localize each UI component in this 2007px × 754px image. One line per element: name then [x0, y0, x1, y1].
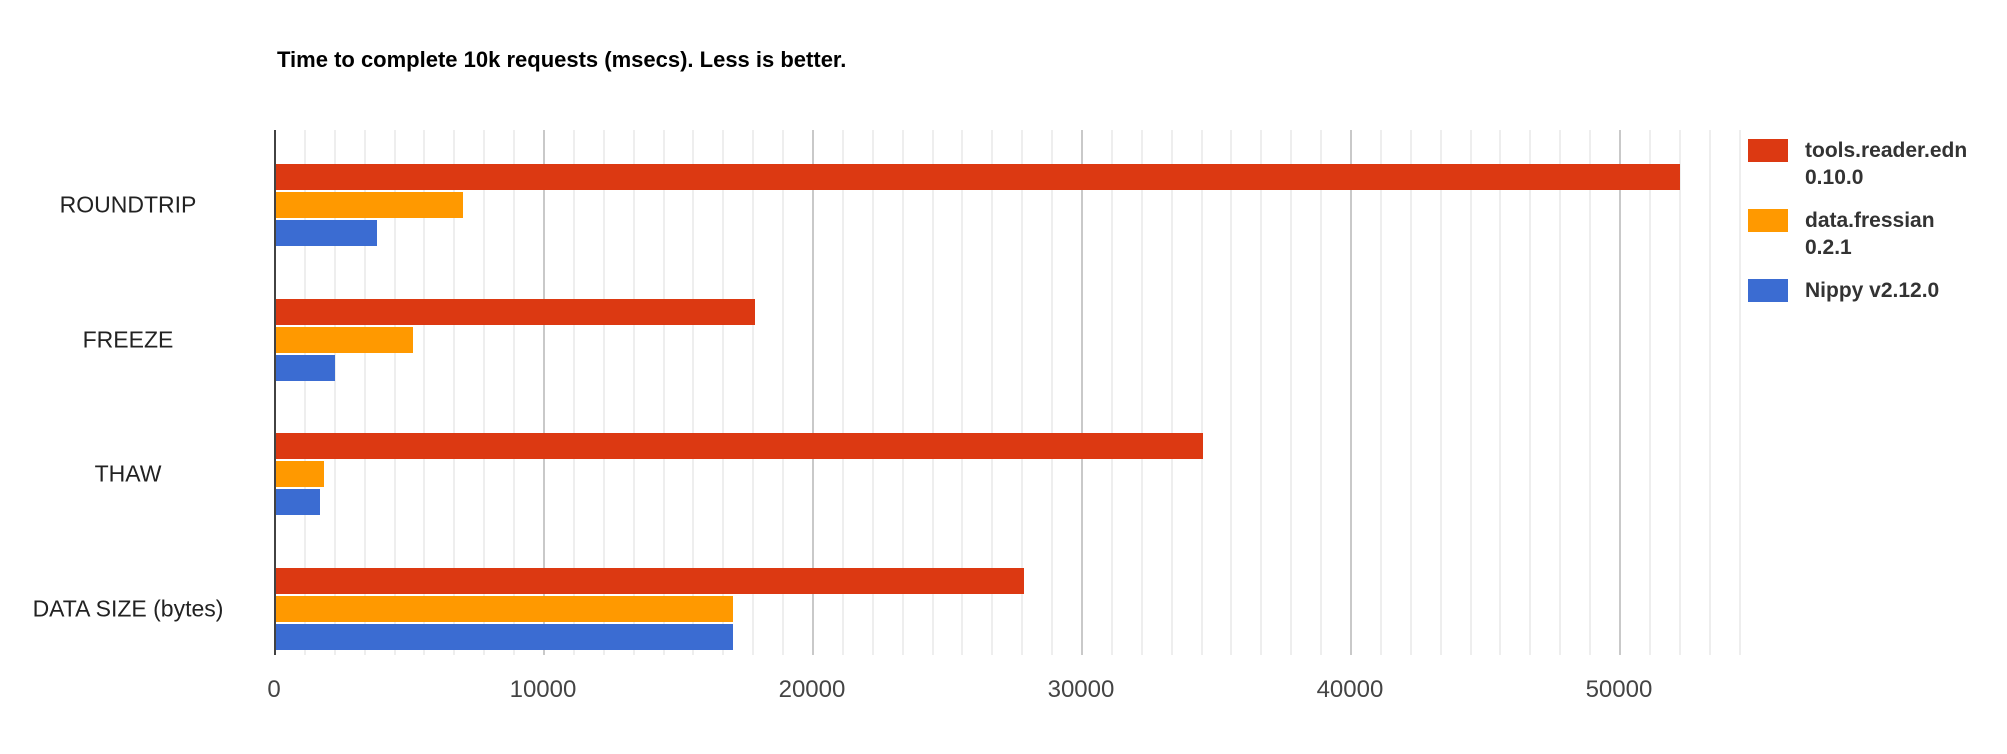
legend-item: tools.reader.edn 0.10.0 — [1748, 137, 1998, 191]
minor-gridline — [423, 130, 426, 655]
legend-label-line: 0.2.1 — [1805, 236, 1852, 259]
minor-gridline — [931, 130, 934, 655]
minor-gridline — [662, 130, 665, 655]
bar[interactable] — [276, 354, 336, 381]
bar[interactable] — [276, 164, 1681, 190]
bar[interactable] — [276, 623, 734, 650]
bar[interactable] — [276, 567, 1024, 594]
minor-gridline — [871, 130, 874, 655]
x-axis-ticks: 0 10000 20000 30000 40000 50000 — [267, 676, 1740, 706]
bar[interactable] — [276, 489, 321, 516]
minor-gridline — [1738, 130, 1741, 655]
category-label: ROUNDTRIP — [59, 191, 197, 218]
minor-gridline — [1409, 130, 1412, 655]
major-gridline — [1349, 130, 1352, 655]
minor-gridline — [1589, 130, 1592, 655]
chart-title: Time to complete 10k requests (msecs). L… — [277, 47, 847, 72]
minor-gridline — [483, 130, 486, 655]
x-tick-label: 0 — [267, 676, 281, 703]
minor-gridline — [722, 130, 725, 655]
legend-item: Nippy v2.12.0 — [1748, 277, 1998, 304]
legend-label-line: Nippy v2.12.0 — [1805, 279, 1940, 302]
category-label: DATA SIZE (bytes) — [32, 595, 224, 622]
minor-gridline — [602, 130, 605, 655]
minor-gridline — [841, 130, 844, 655]
legend-label: data.fressian 0.2.1 — [1805, 207, 1935, 261]
minor-gridline — [1439, 130, 1442, 655]
x-tick-label: 40000 — [1316, 676, 1384, 703]
minor-gridline — [1140, 130, 1143, 655]
minor-gridline — [1648, 130, 1651, 655]
minor-gridline — [1200, 130, 1203, 655]
major-gridline — [542, 130, 545, 655]
bar[interactable] — [276, 461, 325, 488]
minor-gridline — [1499, 130, 1502, 655]
minor-gridline — [572, 130, 575, 655]
bar[interactable] — [276, 326, 414, 353]
legend-swatch — [1748, 139, 1788, 162]
legend-swatch — [1748, 279, 1788, 302]
bar[interactable] — [276, 220, 377, 246]
x-tick-label: 10000 — [509, 676, 577, 703]
minor-gridline — [632, 130, 635, 655]
minor-gridline — [692, 130, 695, 655]
minor-gridline — [1320, 130, 1323, 655]
minor-gridline — [901, 130, 904, 655]
minor-gridline — [1708, 130, 1711, 655]
major-gridline — [811, 130, 814, 655]
major-gridline — [1080, 130, 1083, 655]
minor-gridline — [1529, 130, 1532, 655]
legend-label-line: data.fressian — [1805, 209, 1935, 232]
minor-gridline — [1379, 130, 1382, 655]
minor-gridline — [1110, 130, 1113, 655]
legend-label: Nippy v2.12.0 — [1805, 277, 1939, 304]
minor-gridline — [1678, 130, 1681, 655]
x-tick-label: 30000 — [1047, 676, 1115, 703]
bar[interactable] — [276, 595, 734, 622]
y-axis-line — [274, 130, 276, 655]
legend-label: tools.reader.edn 0.10.0 — [1805, 137, 1967, 191]
category-axis: ROUNDTRIP FREEZE THAW DATA SIZE (bytes) — [0, 130, 256, 655]
bar[interactable] — [276, 192, 463, 218]
category-label: THAW — [94, 460, 162, 487]
minor-gridline — [752, 130, 755, 655]
minor-gridline — [333, 130, 336, 655]
minor-gridline — [513, 130, 516, 655]
legend-label-line: tools.reader.edn — [1805, 139, 1968, 162]
bar[interactable] — [276, 298, 755, 325]
category-label: FREEZE — [82, 326, 174, 353]
plot-area — [274, 130, 1741, 655]
minor-gridline — [363, 130, 366, 655]
minor-gridline — [1051, 130, 1054, 655]
minor-gridline — [1230, 130, 1233, 655]
minor-gridline — [1170, 130, 1173, 655]
minor-gridline — [961, 130, 964, 655]
legend-item: data.fressian 0.2.1 — [1748, 207, 1998, 261]
x-tick-label: 20000 — [778, 676, 846, 703]
major-gridline — [1618, 130, 1621, 655]
legend-label-line: 0.10.0 — [1805, 166, 1864, 189]
x-tick-label: 50000 — [1585, 676, 1653, 703]
minor-gridline — [303, 130, 306, 655]
legend-swatch — [1748, 209, 1788, 232]
minor-gridline — [1290, 130, 1293, 655]
minor-gridline — [1469, 130, 1472, 655]
minor-gridline — [1559, 130, 1562, 655]
minor-gridline — [453, 130, 456, 655]
legend: tools.reader.edn 0.10.0 data.fressian 0.2.1… — [1748, 137, 1998, 320]
minor-gridline — [1260, 130, 1263, 655]
minor-gridline — [991, 130, 994, 655]
minor-gridline — [1021, 130, 1024, 655]
bar[interactable] — [276, 433, 1203, 460]
minor-gridline — [782, 130, 785, 655]
minor-gridline — [393, 130, 396, 655]
